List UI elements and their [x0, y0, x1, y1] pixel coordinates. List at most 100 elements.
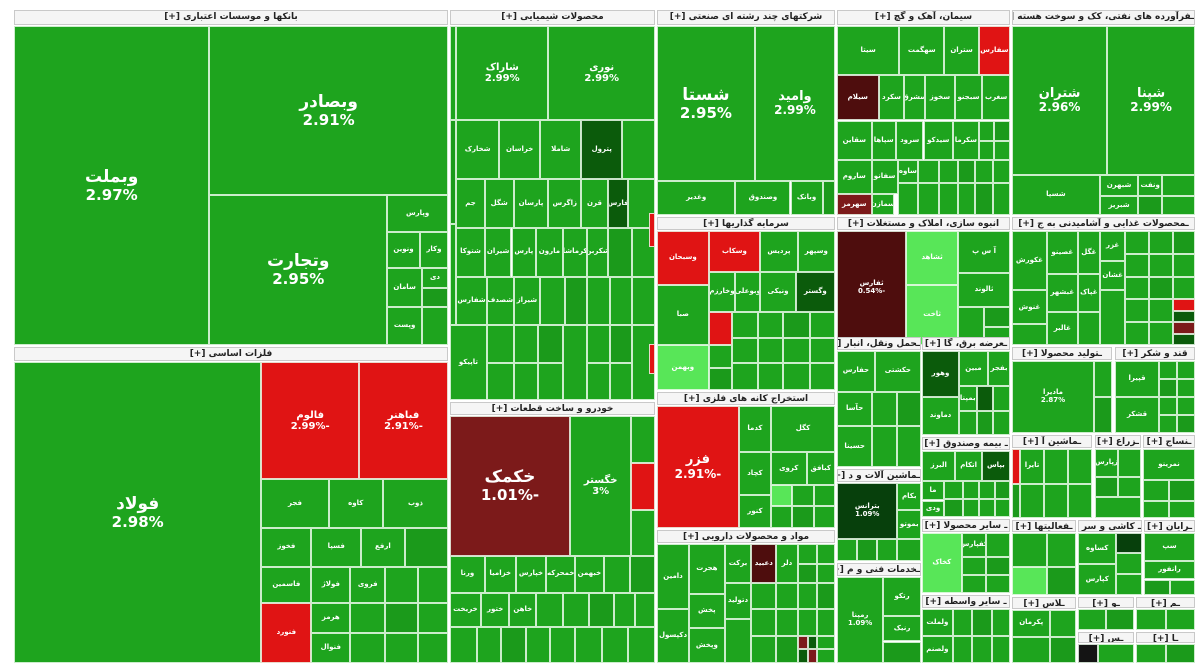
tile[interactable] [587, 362, 610, 400]
tile-سکرد[interactable]: سکرد [878, 75, 905, 121]
sector-header-mini-4[interactable]: ـا [+] [1136, 632, 1195, 643]
tile-رنیک[interactable]: رنیک [883, 615, 921, 642]
tile-شکربن[interactable]: شکربن [587, 227, 608, 277]
tile-وپارس[interactable]: وپارس [387, 195, 448, 232]
tile-دماوند[interactable]: دماوند [922, 397, 959, 435]
tile-فنورد[interactable]: فنورد [261, 602, 312, 663]
tile-خمحرکه[interactable]: خمحرکه [546, 555, 576, 593]
tile[interactable] [562, 592, 590, 628]
tile-غبشهر[interactable]: غبشهر [1046, 274, 1078, 312]
tile[interactable] [1077, 311, 1100, 345]
tile[interactable] [991, 636, 1010, 663]
tile[interactable] [1050, 636, 1076, 663]
sector-header-machinery-electric[interactable]: ـماشین آلات و د [+] [837, 469, 921, 482]
tile[interactable] [538, 362, 563, 400]
tile[interactable] [634, 592, 655, 628]
tile-وامید[interactable]: وامید 2.99% [754, 26, 835, 181]
tile[interactable] [993, 386, 1010, 412]
tile[interactable] [918, 182, 940, 215]
tile[interactable] [513, 362, 539, 400]
tile[interactable] [992, 182, 1010, 215]
tile[interactable] [731, 312, 759, 338]
tile[interactable] [792, 485, 814, 507]
tile[interactable] [630, 555, 655, 593]
sector-header-computer[interactable]: ـرایان [+] [1144, 520, 1195, 532]
tile-بترانس[interactable]: بترانس 1.09% [837, 483, 898, 540]
tile[interactable] [952, 609, 973, 636]
tile-شبهرن[interactable]: شبهرن [1099, 175, 1139, 197]
tile-فالوم[interactable]: فالوم -2.99% [261, 362, 360, 480]
tile[interactable] [986, 557, 1010, 575]
tile-شبریز[interactable]: شبریز [1099, 196, 1139, 215]
tile-وغدیر[interactable]: وغدیر [657, 180, 736, 215]
sector-header-mini-1[interactable]: ـو [+] [1078, 597, 1134, 608]
tile[interactable] [708, 367, 732, 390]
sector-header-produce-products[interactable]: ـتولید محصولا [+] [1012, 347, 1112, 360]
tile[interactable] [417, 566, 448, 603]
tile-دکپسول[interactable]: دکپسول [657, 609, 690, 663]
tile-کساوه[interactable]: کساوه [1078, 533, 1117, 564]
tile-جم[interactable]: جم [456, 179, 485, 228]
tile-ورنا[interactable]: ورنا [450, 555, 485, 593]
tile-شسپا[interactable]: شسپا [1012, 175, 1100, 215]
tile[interactable] [986, 575, 1010, 593]
tile-رمپنا[interactable]: رمپنا 1.09% [837, 577, 884, 663]
tile-سرود[interactable]: سرود [895, 120, 924, 161]
tile-سفارس[interactable]: سفارس [978, 26, 1010, 76]
sector-header-pharma[interactable]: مواد و محصولات دارویی [+] [657, 530, 835, 543]
tile[interactable] [751, 609, 777, 636]
tile[interactable] [961, 557, 987, 575]
tile-ارفع[interactable]: ارفع [361, 527, 405, 567]
tile[interactable] [609, 276, 633, 326]
sector-header-cement[interactable]: سیمان، آهک و گچ [+] [837, 10, 1010, 25]
tile[interactable] [1012, 449, 1020, 484]
tile[interactable] [1012, 483, 1020, 518]
tile-صبا[interactable]: صبا [657, 285, 709, 346]
tile[interactable] [486, 325, 514, 363]
tile[interactable] [1165, 609, 1195, 630]
tile[interactable] [1099, 290, 1126, 345]
tile[interactable] [417, 602, 448, 633]
tile[interactable] [486, 362, 514, 400]
sector-header-plastics[interactable]: ـلاس [+] [1012, 597, 1076, 609]
tile[interactable] [1118, 476, 1141, 498]
tile[interactable] [540, 276, 565, 326]
tile[interactable] [992, 160, 1010, 183]
tile[interactable] [417, 632, 448, 663]
tile-سپاها[interactable]: سپاها [871, 120, 896, 161]
tile-فاسمین[interactable]: فاسمین [261, 566, 312, 603]
tile[interactable] [857, 539, 878, 561]
tile[interactable] [978, 120, 995, 142]
tile[interactable] [797, 583, 818, 610]
tile[interactable] [724, 618, 752, 663]
tile[interactable] [1125, 322, 1150, 345]
tile[interactable] [1173, 299, 1195, 311]
tile[interactable] [631, 509, 655, 556]
tile[interactable] [731, 337, 759, 363]
tile[interactable] [1149, 322, 1174, 345]
tile-غگل[interactable]: غگل [1077, 231, 1100, 275]
tile[interactable] [1149, 276, 1174, 300]
tile[interactable] [1169, 579, 1195, 595]
tile[interactable] [1143, 500, 1169, 518]
tile[interactable] [758, 337, 784, 363]
tile[interactable] [603, 555, 631, 593]
tile-شفارس[interactable]: شفارس [456, 276, 487, 326]
tile-خزامیا[interactable]: خزامیا [484, 555, 516, 593]
tile-سقاین[interactable]: سقاین [837, 120, 872, 161]
tile-خگستر[interactable]: خگستر 3% [569, 416, 632, 556]
tile-حکشتی[interactable]: حکشتی [874, 351, 921, 392]
tile[interactable] [813, 506, 835, 528]
tile[interactable] [797, 564, 818, 584]
tile[interactable] [995, 480, 1010, 499]
tile[interactable] [1143, 480, 1169, 501]
tile-تایرا[interactable]: تایرا [1020, 449, 1044, 484]
tile-فارس[interactable]: فارس [607, 179, 629, 228]
tile[interactable] [991, 609, 1010, 636]
tile-شگل[interactable]: شگل [484, 179, 514, 228]
tile[interactable] [622, 119, 655, 180]
tile[interactable] [385, 632, 418, 663]
tile-ختور[interactable]: ختور [480, 592, 510, 628]
tile[interactable] [385, 566, 418, 603]
tile[interactable] [1177, 379, 1195, 397]
